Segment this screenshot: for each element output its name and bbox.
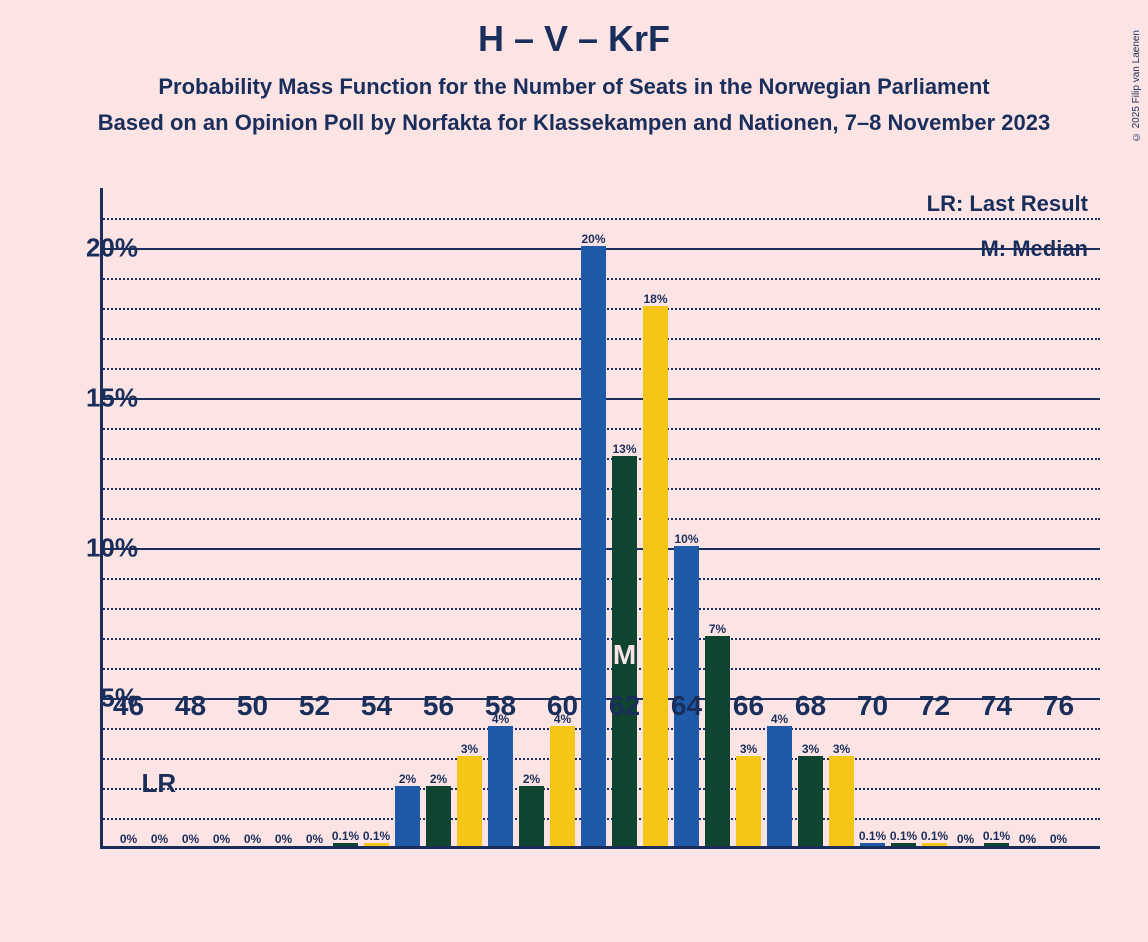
x-axis-label: 52 (299, 690, 330, 722)
bar (581, 246, 606, 846)
bar (333, 843, 358, 846)
bar (488, 726, 513, 846)
bar (550, 726, 575, 846)
y-axis-line (100, 188, 103, 848)
bar-value-label: 0.1% (859, 829, 886, 843)
chart-subtitle-2: Based on an Opinion Poll by Norfakta for… (0, 110, 1148, 136)
bar-value-label: 0% (957, 832, 974, 846)
legend-last-result: LR: Last Result (927, 191, 1088, 217)
x-axis-label: 64 (671, 690, 702, 722)
bar-value-label: 3% (740, 742, 757, 756)
bar-value-label: 3% (802, 742, 819, 756)
bar-value-label: 0% (275, 832, 292, 846)
bar-value-label: 0.1% (363, 829, 390, 843)
bar (643, 306, 668, 846)
bar-value-label: 0% (1050, 832, 1067, 846)
y-axis-label: 15% (86, 383, 138, 414)
median-marker: M (613, 639, 636, 671)
bar (860, 843, 885, 846)
y-axis-label: 10% (86, 533, 138, 564)
y-axis-label: 20% (86, 233, 138, 264)
bar (736, 756, 761, 846)
bar (798, 756, 823, 846)
bar (519, 786, 544, 846)
x-axis-label: 62 (609, 690, 640, 722)
bar-value-label: 0.1% (332, 829, 359, 843)
bar-value-label: 4% (771, 712, 788, 726)
bar-value-label: 0% (306, 832, 323, 846)
x-axis-label: 70 (857, 690, 888, 722)
bar-value-label: 0% (182, 832, 199, 846)
bar-value-label: 0% (213, 832, 230, 846)
bar (767, 726, 792, 846)
x-axis-label: 56 (423, 690, 454, 722)
bar-value-label: 0.1% (921, 829, 948, 843)
bar (705, 636, 730, 846)
x-axis-label: 72 (919, 690, 950, 722)
bar-value-label: 2% (399, 772, 416, 786)
bar (829, 756, 854, 846)
bar (364, 843, 389, 846)
bar-value-label: 0% (244, 832, 261, 846)
bar-value-label: 10% (674, 532, 698, 546)
x-axis-label: 74 (981, 690, 1012, 722)
x-axis-label: 76 (1043, 690, 1074, 722)
bar-value-label: 18% (643, 292, 667, 306)
bar-value-label: 2% (430, 772, 447, 786)
bar-value-label: 0% (1019, 832, 1036, 846)
bar (457, 756, 482, 846)
bar-value-label: 2% (523, 772, 540, 786)
bar-value-label: 0% (151, 832, 168, 846)
x-axis-label: 54 (361, 690, 392, 722)
bar (426, 786, 451, 846)
chart-plot-area: 0%0%0%0%0%0%0%0.1%0.1%2%2%3%4%2%4%20%13%… (100, 188, 1100, 848)
bar-value-label: 7% (709, 622, 726, 636)
x-axis-label: 66 (733, 690, 764, 722)
bar (922, 843, 947, 846)
legend-median: M: Median (980, 236, 1088, 262)
chart-subtitle-1: Probability Mass Function for the Number… (0, 74, 1148, 100)
bar (395, 786, 420, 846)
copyright-text: © 2025 Filip van Laenen (1131, 30, 1142, 142)
bar-value-label: 0% (120, 832, 137, 846)
bar-value-label: 3% (833, 742, 850, 756)
bar (984, 843, 1009, 846)
bar (891, 843, 916, 846)
chart-title: H – V – KrF (0, 18, 1148, 60)
x-axis-label: 68 (795, 690, 826, 722)
bar-value-label: 0.1% (890, 829, 917, 843)
x-axis-label: 50 (237, 690, 268, 722)
bar-value-label: 20% (581, 232, 605, 246)
bar-value-label: 3% (461, 742, 478, 756)
last-result-marker: LR (142, 768, 177, 799)
bar-value-label: 0.1% (983, 829, 1010, 843)
gridline-minor (100, 218, 1100, 220)
x-axis-label: 60 (547, 690, 578, 722)
x-axis-label: 58 (485, 690, 516, 722)
bar-value-label: 13% (612, 442, 636, 456)
x-axis-label: 48 (175, 690, 206, 722)
x-axis-label: 46 (113, 690, 144, 722)
x-axis-line (100, 846, 1100, 849)
